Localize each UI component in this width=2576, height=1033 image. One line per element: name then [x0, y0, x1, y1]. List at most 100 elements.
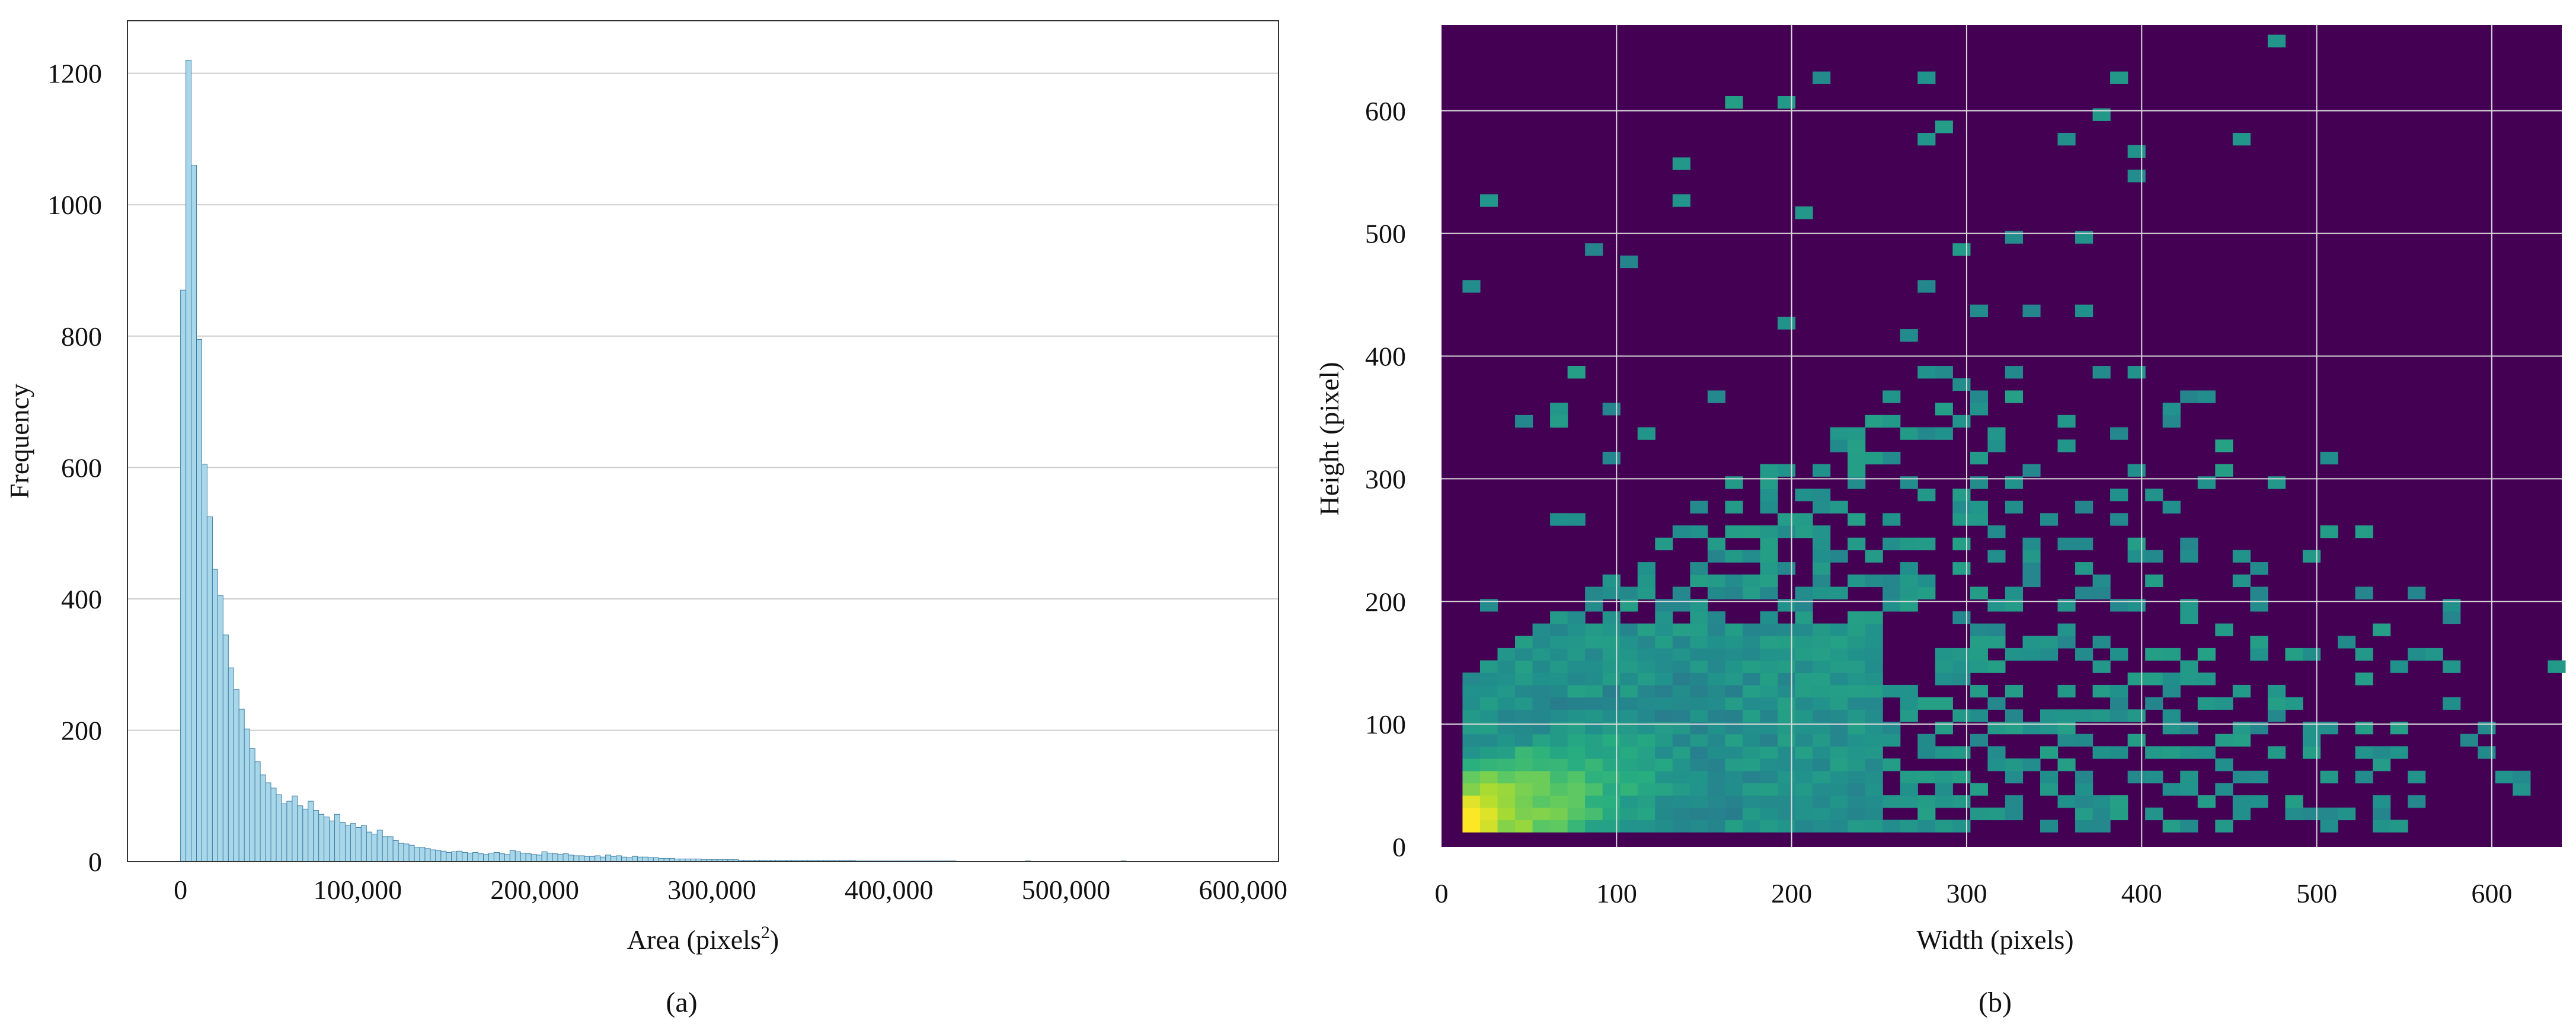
heatmap-cell: [1813, 820, 1831, 833]
heatmap-cell: [2320, 807, 2338, 821]
heatmap-cell: [1813, 623, 1831, 636]
histogram-bar: [313, 810, 319, 862]
heatmap-cell: [1567, 709, 1586, 722]
heatmap-cell: [1813, 721, 1831, 735]
heatmap-cell: [1848, 623, 1866, 636]
heatmap-cell: [2040, 721, 2059, 735]
histogram-bar: [270, 787, 277, 862]
heatmap-cell: [1935, 648, 1953, 661]
heatmap-cell: [1707, 783, 1726, 796]
heatmap-cell: [1813, 660, 1831, 673]
heatmap-cell: [1707, 697, 1726, 710]
histogram-bar: [498, 853, 505, 862]
heatmap-cell: [1585, 721, 1603, 735]
heatmap-cell: [1567, 672, 1586, 686]
heatmap-cell: [1830, 709, 1848, 722]
heatmap-cell: [1585, 820, 1603, 833]
heatmap-cell: [1672, 636, 1690, 649]
heatmap-gridlines: [1442, 25, 2562, 847]
heatmap-cell: [1567, 795, 1586, 808]
heatmap-cell: [1917, 488, 1936, 502]
heatmap-cell: [1813, 537, 1831, 550]
heatmap-cell: [1830, 697, 1848, 710]
histogram-bar: [371, 833, 378, 862]
heatmap-cell: [2197, 746, 2216, 759]
heatmap-cell: [1760, 636, 1778, 649]
heatmap-cell: [1970, 451, 1988, 465]
heatmap-cell: [2513, 770, 2531, 784]
heatmap-cell: [1725, 746, 1743, 759]
heatmap-cell: [2005, 231, 2024, 244]
heatmap-cell: [2005, 795, 2024, 808]
heatmap-cell: [1970, 648, 1988, 661]
heatmap-cell: [1848, 476, 1866, 489]
heatmap-cell: [1497, 820, 1516, 833]
histogram-bar: [206, 516, 213, 862]
histogram-bar: [557, 854, 564, 862]
heatmap-cell: [2197, 795, 2216, 808]
heatmap-cell: [1865, 684, 1883, 698]
heatmap-cell: [1742, 525, 1761, 538]
heatmap-cell: [1479, 795, 1498, 808]
heatmap-cell: [1987, 599, 2006, 612]
heatmap-cell: [2092, 366, 2111, 379]
heatmap-cell: [1725, 758, 1743, 771]
heatmap-cell: [2320, 721, 2338, 735]
heatmap-cell: [2005, 758, 2024, 771]
histogram-bar: [446, 852, 452, 862]
heatmap-cell: [1865, 734, 1883, 747]
heatmap-cell: [2478, 721, 2496, 735]
histogram-bar: [637, 856, 643, 862]
heatmap-cell: [1672, 194, 1690, 207]
heatmap-cell: [1585, 770, 1603, 784]
heatmap-cell: [1795, 820, 1813, 833]
heatmap-cell: [1778, 648, 1796, 661]
heatmap-cell: [2355, 746, 2373, 759]
heatmap-cell: [1970, 807, 1988, 821]
heatmap-cell: [2040, 770, 2059, 784]
heatmap-cell: [1690, 574, 1708, 588]
heatmap-cell: [1585, 648, 1603, 661]
histogram-bar: [302, 808, 309, 862]
heatmap-cell: [2040, 783, 2059, 796]
heatmap-cell: [1865, 451, 1883, 465]
heatmap-cell: [1567, 746, 1586, 759]
heatmap-cell: [1830, 770, 1848, 784]
heatmap-cell: [1602, 672, 1621, 686]
heatmap-cell: [1848, 574, 1866, 588]
heatmap-cell: [2215, 820, 2233, 833]
histogram-bar: [631, 856, 638, 862]
heatmap-cell: [1637, 648, 1655, 661]
heatmap-cell: [1567, 770, 1586, 784]
heatmap-cell: [2302, 648, 2321, 661]
heatmap-cell: [1655, 820, 1673, 833]
heatmap-cell: [2075, 783, 2094, 796]
heatmap-cell: [1848, 648, 1866, 661]
heatmap-cell: [1515, 783, 1533, 796]
heatmap-cell: [1672, 586, 1690, 600]
heatmap-cell: [1865, 660, 1883, 673]
heatmap-cell: [1462, 684, 1481, 698]
histogram-x-tick-label: 500,000: [1022, 875, 1111, 905]
heatmap-cell: [2180, 599, 2198, 612]
heatmap-cell: [1707, 586, 1726, 600]
heatmap-cell: [1742, 734, 1761, 747]
heatmap-cell: [1479, 697, 1498, 710]
heatmap-cell: [1655, 770, 1673, 784]
heatmap-cell: [1987, 623, 2006, 636]
heatmap-cell: [2250, 636, 2268, 649]
heatmap-cell: [1515, 758, 1533, 771]
heatmap-cell: [2005, 721, 2024, 735]
heatmap-cell: [2232, 795, 2251, 808]
heatmap-cell: [2005, 807, 2024, 821]
heatmap-cell: [1795, 807, 1813, 821]
heatmap-cell: [1935, 672, 1953, 686]
heatmap-cell: [1515, 807, 1533, 821]
heatmap-cell: [1848, 721, 1866, 735]
heatmap-cell: [2075, 500, 2094, 514]
heatmap-cell: [1883, 415, 1901, 428]
heatmap-cell: [1497, 721, 1516, 735]
heatmap-cell: [1742, 586, 1761, 600]
histogram-bar: [584, 856, 590, 862]
histogram-bar: [276, 794, 282, 862]
